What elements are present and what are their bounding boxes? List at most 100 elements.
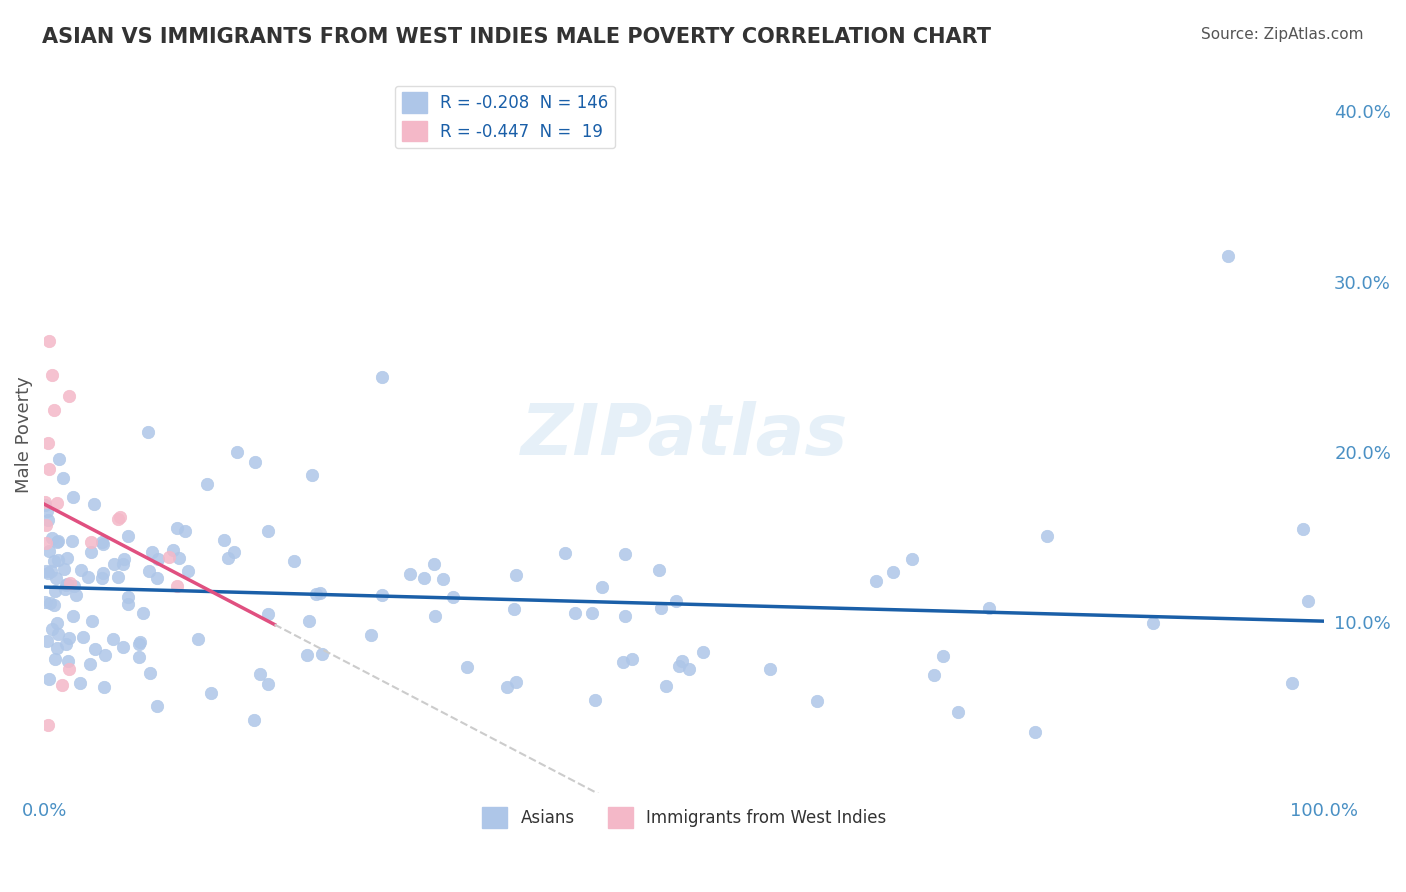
Point bbox=[1142, 616, 1164, 631]
Point bbox=[80, 534, 103, 549]
Point bbox=[107, 512, 129, 526]
Point bbox=[505, 567, 527, 582]
Point bbox=[671, 654, 693, 668]
Point bbox=[103, 557, 125, 571]
Point bbox=[35, 536, 58, 550]
Point bbox=[141, 544, 163, 558]
Point bbox=[650, 601, 672, 615]
Point bbox=[59, 575, 82, 590]
Point bbox=[423, 609, 446, 624]
Point bbox=[583, 692, 606, 706]
Point bbox=[51, 678, 73, 692]
Point bbox=[46, 615, 69, 630]
Point bbox=[58, 662, 80, 676]
Point bbox=[128, 650, 150, 665]
Point bbox=[146, 698, 169, 713]
Point bbox=[80, 544, 103, 558]
Point bbox=[225, 444, 247, 458]
Point bbox=[70, 563, 93, 577]
Point bbox=[42, 598, 65, 612]
Point bbox=[111, 558, 134, 572]
Point bbox=[46, 640, 69, 655]
Point bbox=[52, 471, 75, 485]
Point bbox=[648, 563, 671, 577]
Point bbox=[138, 564, 160, 578]
Point bbox=[91, 537, 114, 551]
Point bbox=[502, 602, 524, 616]
Point bbox=[34, 595, 56, 609]
Point bbox=[93, 681, 115, 695]
Point bbox=[148, 552, 170, 566]
Point bbox=[46, 627, 69, 641]
Point bbox=[249, 666, 271, 681]
Point bbox=[901, 552, 924, 566]
Point bbox=[35, 564, 58, 578]
Text: Source: ZipAtlas.com: Source: ZipAtlas.com bbox=[1201, 27, 1364, 42]
Point bbox=[692, 644, 714, 658]
Point bbox=[977, 601, 1000, 615]
Point bbox=[48, 451, 70, 466]
Point bbox=[305, 587, 328, 601]
Point bbox=[34, 494, 56, 508]
Point bbox=[167, 550, 190, 565]
Point bbox=[309, 585, 332, 599]
Point bbox=[882, 565, 904, 579]
Point bbox=[217, 550, 239, 565]
Point bbox=[80, 614, 103, 628]
Point bbox=[63, 579, 86, 593]
Point bbox=[256, 524, 278, 538]
Point bbox=[69, 675, 91, 690]
Point bbox=[72, 630, 94, 644]
Point bbox=[758, 662, 780, 676]
Point bbox=[79, 657, 101, 672]
Point bbox=[41, 368, 63, 383]
Point bbox=[187, 632, 209, 646]
Point bbox=[564, 606, 586, 620]
Point bbox=[37, 717, 59, 731]
Point bbox=[1218, 249, 1240, 263]
Point bbox=[195, 477, 218, 491]
Point bbox=[1036, 529, 1059, 543]
Point bbox=[257, 677, 280, 691]
Point bbox=[34, 498, 56, 512]
Point bbox=[55, 578, 77, 592]
Point bbox=[136, 425, 159, 439]
Point bbox=[37, 513, 59, 527]
Point bbox=[37, 503, 59, 517]
Point bbox=[62, 491, 84, 505]
Point bbox=[166, 521, 188, 535]
Point bbox=[360, 627, 382, 641]
Point bbox=[37, 436, 59, 450]
Point bbox=[58, 389, 80, 403]
Point bbox=[117, 597, 139, 611]
Point bbox=[620, 652, 643, 666]
Point bbox=[101, 632, 124, 647]
Point bbox=[112, 551, 135, 566]
Y-axis label: Male Poverty: Male Poverty bbox=[15, 376, 32, 493]
Point bbox=[90, 571, 112, 585]
Point bbox=[128, 637, 150, 651]
Point bbox=[41, 622, 63, 636]
Point bbox=[865, 574, 887, 588]
Point bbox=[117, 590, 139, 604]
Point bbox=[39, 564, 62, 578]
Point bbox=[37, 566, 59, 580]
Point bbox=[55, 637, 77, 651]
Point bbox=[53, 582, 76, 596]
Point bbox=[56, 576, 79, 591]
Point bbox=[924, 667, 946, 681]
Point bbox=[295, 648, 318, 662]
Point bbox=[83, 497, 105, 511]
Point bbox=[41, 531, 63, 545]
Point bbox=[554, 546, 576, 560]
Point bbox=[91, 535, 114, 549]
Point bbox=[139, 665, 162, 680]
Point bbox=[157, 549, 180, 564]
Point bbox=[243, 713, 266, 727]
Point bbox=[111, 640, 134, 654]
Point bbox=[110, 510, 132, 524]
Point bbox=[38, 334, 60, 349]
Legend: Asians, Immigrants from West Indies: Asians, Immigrants from West Indies bbox=[475, 801, 893, 834]
Point bbox=[243, 454, 266, 468]
Point bbox=[946, 705, 969, 719]
